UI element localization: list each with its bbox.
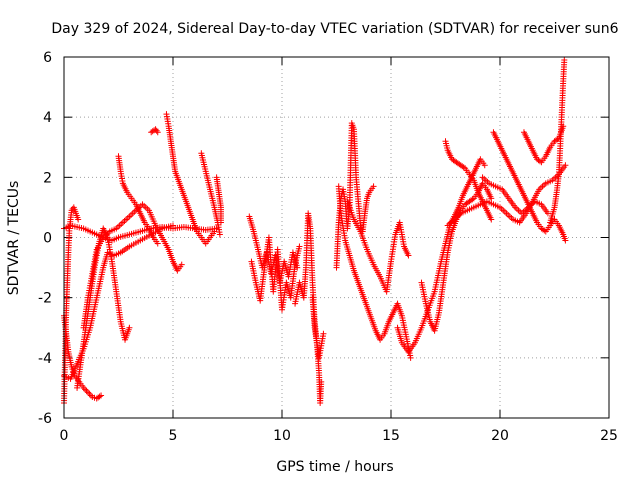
- data-point-marker: [75, 216, 82, 223]
- series-arc-06: [80, 201, 185, 331]
- data-point-marker: [370, 183, 377, 190]
- series-arc-15: [309, 294, 327, 361]
- y-tick-label: -4: [38, 351, 52, 367]
- series-arc-17: [335, 183, 414, 361]
- data-point-marker: [488, 195, 495, 202]
- data-point-marker: [151, 127, 158, 134]
- series-arc-25: [547, 57, 568, 226]
- data-point-marker: [84, 389, 91, 396]
- series-arc-11: [213, 174, 224, 226]
- series-arc-13: [248, 234, 303, 313]
- y-tick-label: 6: [43, 50, 52, 66]
- series-arc-24: [520, 123, 567, 166]
- x-tick-label: 5: [169, 428, 178, 444]
- data-point-marker: [98, 392, 105, 399]
- data-point-marker: [86, 390, 93, 397]
- data-point-marker: [469, 196, 476, 203]
- series-arc-09: [163, 111, 218, 247]
- data-point-marker: [296, 243, 303, 250]
- y-tick-label: -2: [38, 291, 52, 307]
- data-point-marker: [544, 210, 551, 217]
- data-point-marker: [460, 164, 467, 171]
- x-tick-label: 15: [382, 428, 400, 444]
- data-point-marker: [562, 237, 569, 244]
- chart-title: Day 329 of 2024, Sidereal Day-to-day VTE…: [51, 21, 618, 37]
- data-point-marker: [154, 129, 161, 136]
- series-arc-21: [442, 138, 495, 223]
- series-arc-22: [444, 162, 569, 229]
- data-point-marker: [488, 216, 495, 223]
- data-point-marker: [217, 219, 224, 226]
- data-point-marker: [320, 330, 327, 337]
- data-point-marker: [211, 228, 218, 235]
- series-arc-18: [344, 198, 412, 295]
- data-point-marker: [170, 222, 176, 229]
- data-point-marker: [562, 162, 569, 169]
- data-point-marker: [83, 387, 90, 394]
- data-point-marker: [216, 231, 223, 238]
- series-arc-10: [198, 150, 223, 238]
- data-point-marker: [318, 378, 325, 385]
- series-arc-07: [115, 153, 161, 247]
- data-point-marker: [96, 393, 103, 400]
- data-point-marker: [405, 252, 412, 259]
- data-point-marker: [561, 57, 568, 64]
- y-axis-label: SDTVAR / TECUs: [6, 181, 22, 296]
- data-point-marker: [407, 354, 414, 361]
- x-tick-label: 10: [273, 428, 291, 444]
- grid-lines: [64, 57, 609, 418]
- series-arc-14: [292, 210, 325, 406]
- data-point-marker: [126, 324, 133, 331]
- data-point-marker: [536, 158, 543, 165]
- series-arc-04: [61, 222, 176, 382]
- data-point-marker: [481, 162, 488, 169]
- y-axis-ticks: -6 -4 -2 0 2 4 6: [38, 50, 609, 427]
- x-tick-label: 25: [600, 428, 618, 444]
- x-tick-label: 20: [491, 428, 509, 444]
- x-axis-ticks: 0 5 10 15 20 25: [60, 57, 618, 444]
- data-point-marker: [178, 261, 185, 268]
- y-tick-label: 2: [43, 170, 52, 186]
- y-tick-label: -6: [38, 411, 52, 427]
- series-arc-08: [148, 126, 161, 136]
- data-point-marker: [541, 227, 548, 234]
- y-tick-label: 0: [43, 231, 52, 247]
- x-tick-label: 0: [60, 428, 69, 444]
- series-arc-23: [490, 129, 569, 244]
- y-tick-label: 4: [43, 110, 52, 126]
- data-point-marker: [82, 386, 89, 393]
- data-point-marker: [154, 240, 161, 247]
- plot-frame: [63, 56, 610, 419]
- series-arc-26: [479, 174, 551, 217]
- data-markers: [61, 57, 569, 406]
- x-axis-label: GPS time / hours: [276, 459, 393, 475]
